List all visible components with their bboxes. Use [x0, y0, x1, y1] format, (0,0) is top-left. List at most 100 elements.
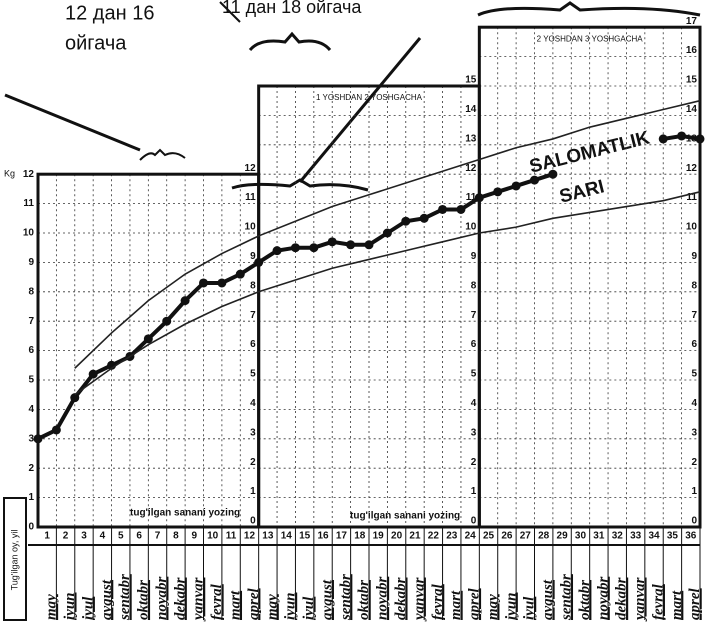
y-tick-label: 7	[250, 310, 256, 321]
y-tick-label: 7	[28, 316, 34, 327]
weight-point	[328, 237, 337, 246]
brace	[140, 150, 185, 160]
y-tick-label: 11	[23, 198, 34, 209]
weight-point	[420, 214, 429, 223]
x-tick-label: 25	[483, 531, 495, 542]
x-tick-label: 32	[612, 531, 624, 542]
weight-point	[217, 278, 226, 287]
y-tick-label: 5	[28, 375, 34, 386]
month-label: dekabr	[172, 577, 188, 620]
y-tick-label: 1	[28, 492, 34, 503]
panel-frame	[479, 27, 700, 527]
weight-point	[144, 334, 153, 343]
weight-point	[181, 296, 190, 305]
y-tick-label: 8	[691, 280, 697, 291]
y-tick-label: 1	[691, 486, 697, 497]
y-tick-label: 3	[691, 427, 697, 438]
y-tick-label: 10	[465, 222, 477, 233]
month-label: fevral	[650, 583, 666, 620]
weight-point	[512, 181, 521, 190]
y-tick-label: 11	[245, 192, 256, 203]
y-tick-label: 4	[471, 398, 477, 409]
month-label: iyul	[80, 596, 96, 620]
weight-point	[659, 134, 668, 143]
y-tick-label: 12	[23, 169, 35, 180]
y-tick-label: 6	[28, 345, 34, 356]
y-tick-label: 1	[250, 486, 256, 497]
x-tick-label: 2	[63, 531, 69, 542]
x-tick-label: 35	[667, 531, 679, 542]
y-tick-label: 0	[250, 516, 256, 527]
y-tick-label: 3	[471, 427, 477, 438]
y-tick-label: 2	[28, 463, 34, 474]
y-tick-label: 15	[465, 75, 477, 86]
weight-point	[530, 176, 539, 185]
weight-point	[696, 134, 705, 143]
x-tick-label: 21	[409, 531, 421, 542]
weight-point	[475, 193, 484, 202]
month-label: mart	[228, 590, 244, 620]
x-tick-label: 14	[281, 531, 293, 542]
weight-point	[456, 205, 465, 214]
x-tick-label: 33	[630, 531, 642, 542]
month-label: mart	[448, 590, 464, 620]
weight-point	[677, 131, 686, 140]
x-tick-label: 15	[299, 531, 311, 542]
panel-title: 2 YOSHDAN 3 YOSHGACHA	[537, 34, 644, 43]
weight-point	[254, 258, 263, 267]
weight-point	[346, 240, 355, 249]
y-tick-label: 4	[691, 398, 697, 409]
y-tick-label: 6	[691, 339, 697, 350]
y-tick-label: 8	[471, 280, 477, 291]
month-label: yanvar	[191, 577, 207, 622]
weight-point	[401, 217, 410, 226]
y-tick-label: 2	[691, 457, 697, 468]
y-tick-label: 14	[465, 104, 477, 115]
y-tick-label: 4	[250, 398, 256, 409]
x-tick-label: 16	[317, 531, 329, 542]
month-label: may	[44, 594, 60, 620]
month-label: fevral	[209, 583, 225, 620]
month-label: iyun	[62, 592, 78, 620]
weight-point	[365, 240, 374, 249]
month-label: noyabr	[154, 577, 170, 621]
month-label: oktabr	[577, 580, 593, 620]
weight-point	[236, 270, 245, 279]
weight-point	[548, 170, 557, 179]
weight-point	[52, 425, 61, 434]
y-tick-label: 0	[471, 516, 477, 527]
x-tick-label: 4	[100, 531, 106, 542]
month-label: oktabr	[136, 580, 152, 620]
y-tick-label: 6	[471, 339, 477, 350]
weight-point	[89, 370, 98, 379]
y-tick-label: 5	[250, 369, 256, 380]
weight-point	[199, 278, 208, 287]
y-tick-label: 5	[691, 369, 697, 380]
weight-point	[162, 317, 171, 326]
month-label: iyun	[503, 592, 519, 620]
birth-label: Tug'ilgan oy, yil	[9, 530, 19, 591]
month-label: yanvar	[632, 577, 648, 622]
x-tick-label: 13	[262, 531, 274, 542]
x-tick-label: 1	[44, 531, 50, 542]
y-axis-label: Kg	[4, 168, 15, 178]
y-tick-label: 15	[686, 75, 698, 86]
y-tick-label: 9	[28, 257, 34, 268]
annotation: 11 дан 18 ойгача	[222, 0, 362, 17]
y-tick-label: 0	[28, 522, 34, 533]
month-label: may	[485, 594, 501, 620]
x-tick-label: 28	[538, 531, 550, 542]
y-tick-label: 13	[465, 133, 477, 144]
x-tick-label: 8	[173, 531, 179, 542]
month-label: iyul	[522, 596, 538, 620]
brace	[250, 34, 330, 50]
y-tick-label: 10	[245, 222, 257, 233]
x-tick-label: 30	[575, 531, 587, 542]
month-label: dekabr	[393, 577, 409, 620]
y-tick-label: 9	[471, 251, 477, 262]
y-tick-label: 12	[245, 163, 257, 174]
month-label: yanvar	[411, 577, 427, 622]
y-tick-label: 10	[23, 228, 35, 239]
month-label: avgust	[540, 579, 556, 620]
x-tick-label: 27	[520, 531, 532, 542]
